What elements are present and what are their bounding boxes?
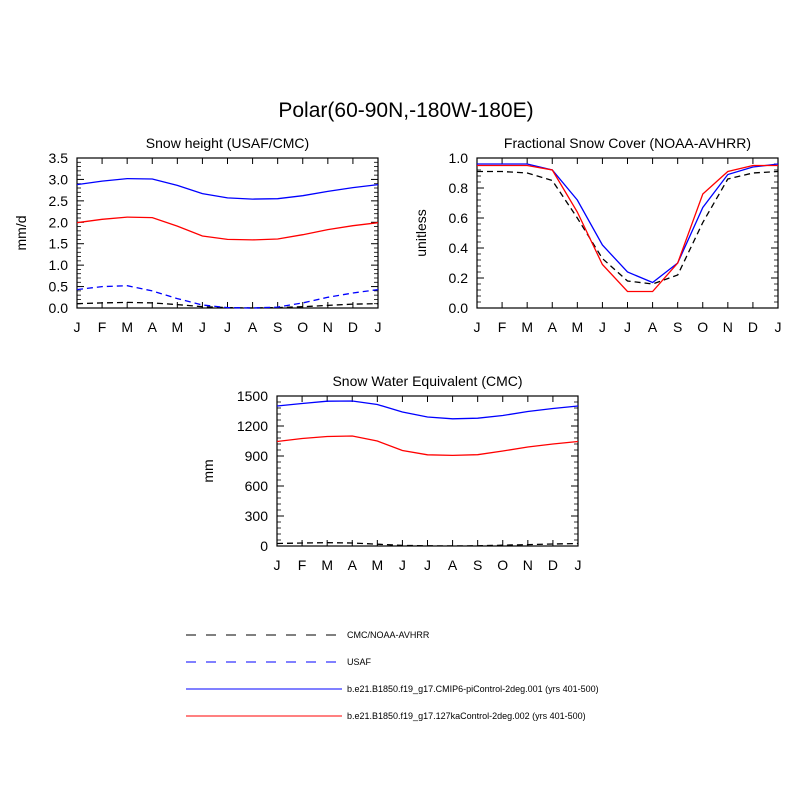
y-tick-label: 3.5 bbox=[49, 150, 69, 166]
y-tick-label: 0.0 bbox=[49, 300, 69, 316]
x-tick-label: S bbox=[473, 557, 482, 573]
y-tick-label: 0.8 bbox=[449, 180, 469, 196]
y-tick-label: 300 bbox=[245, 508, 269, 524]
x-tick-label: O bbox=[297, 319, 308, 335]
x-tick-label: J bbox=[575, 557, 582, 573]
snow-height-chart: Snow height (USAF/CMC)J F M A M J J A S O N D J0.00.… bbox=[13, 135, 382, 335]
y-tick-label: 1.0 bbox=[49, 257, 69, 273]
legend-item: USAF bbox=[186, 657, 372, 667]
y-axis-label: mm/d bbox=[13, 216, 29, 251]
legend-item: b.e21.B1850.f19_g17.CMIP6-piControl-2deg… bbox=[186, 684, 599, 694]
snow-water-equivalent-chart: Snow Water Equivalent (CMC)J F M A M J J A S O N D J… bbox=[200, 373, 582, 573]
y-tick-label: 1200 bbox=[237, 418, 268, 434]
legend-item: CMC/NOAA-AVHRR bbox=[186, 630, 430, 640]
x-tick-label: N bbox=[323, 319, 333, 335]
x-tick-label: J bbox=[74, 319, 81, 335]
series-line bbox=[76, 177, 379, 200]
x-tick-label: A bbox=[548, 319, 558, 335]
x-tick-label: D bbox=[748, 319, 758, 335]
y-tick-label: 1500 bbox=[237, 388, 268, 404]
legend-label: CMC/NOAA-AVHRR bbox=[347, 630, 430, 640]
fractional-snow-cover-chart: Fractional Snow Cover (NOAA-AVHRR)J F M A M J… bbox=[413, 135, 782, 335]
panel-title: Fractional Snow Cover (NOAA-AVHRR) bbox=[504, 135, 751, 151]
series-line bbox=[477, 164, 778, 293]
y-axis-label: mm bbox=[200, 459, 216, 482]
x-tick-label: J bbox=[224, 319, 231, 335]
y-tick-label: 2.5 bbox=[49, 193, 69, 209]
legend-item: b.e21.B1850.f19_g17.127kaControl-2deg.00… bbox=[186, 711, 586, 721]
legend-label: b.e21.B1850.f19_g17.127kaControl-2deg.00… bbox=[347, 711, 586, 721]
series-line bbox=[276, 400, 579, 420]
panel-title: Snow height (USAF/CMC) bbox=[146, 135, 309, 151]
y-tick-label: 600 bbox=[245, 478, 269, 494]
series-line bbox=[76, 285, 379, 309]
x-tick-label: M bbox=[371, 557, 383, 573]
x-tick-label: A bbox=[348, 557, 358, 573]
series-line bbox=[276, 435, 579, 457]
y-tick-label: 0.6 bbox=[449, 210, 469, 226]
series-line bbox=[276, 542, 579, 547]
y-tick-label: 0.0 bbox=[449, 300, 469, 316]
x-tick-label: J bbox=[474, 319, 481, 335]
legend-label: b.e21.B1850.f19_g17.CMIP6-piControl-2deg… bbox=[347, 684, 599, 694]
x-tick-label: A bbox=[648, 319, 658, 335]
x-tick-label: N bbox=[723, 319, 733, 335]
x-tick-label: S bbox=[673, 319, 682, 335]
y-tick-label: 3.0 bbox=[49, 171, 69, 187]
y-tick-label: 0.5 bbox=[49, 279, 69, 295]
x-tick-label: D bbox=[548, 557, 558, 573]
x-tick-label: F bbox=[498, 319, 507, 335]
x-tick-label: M bbox=[521, 319, 533, 335]
x-tick-label: O bbox=[697, 319, 708, 335]
x-tick-label: M bbox=[571, 319, 583, 335]
x-tick-label: F bbox=[98, 319, 107, 335]
x-tick-label: A bbox=[148, 319, 158, 335]
y-tick-label: 0.2 bbox=[449, 270, 469, 286]
y-tick-label: 1.0 bbox=[449, 150, 469, 166]
figure-title: Polar(60-90N,-180W-180E) bbox=[278, 99, 533, 122]
x-tick-label: S bbox=[273, 319, 282, 335]
x-tick-label: F bbox=[298, 557, 307, 573]
x-tick-label: D bbox=[348, 319, 358, 335]
plot-frame bbox=[476, 157, 779, 309]
series-line bbox=[76, 216, 379, 241]
x-tick-label: A bbox=[448, 557, 458, 573]
series-line bbox=[477, 170, 779, 285]
y-tick-label: 2.0 bbox=[49, 214, 69, 230]
x-tick-label: J bbox=[624, 319, 631, 335]
x-tick-label: J bbox=[199, 319, 206, 335]
x-tick-label: M bbox=[321, 557, 333, 573]
x-tick-label: A bbox=[248, 319, 258, 335]
series-line bbox=[477, 163, 779, 284]
x-tick-label: J bbox=[424, 557, 431, 573]
x-tick-label: M bbox=[171, 319, 183, 335]
legend: CMC/NOAA-AVHRR USAF b.e21.B1850.f19_g17.CM… bbox=[186, 630, 599, 721]
x-tick-label: M bbox=[121, 319, 133, 335]
panel-title: Snow Water Equivalent (CMC) bbox=[332, 373, 522, 389]
x-tick-label: J bbox=[599, 319, 606, 335]
x-tick-label: N bbox=[523, 557, 533, 573]
y-tick-label: 900 bbox=[245, 448, 269, 464]
x-tick-label: J bbox=[775, 319, 782, 335]
y-tick-label: 1.5 bbox=[49, 236, 69, 252]
chart-panels: Snow height (USAF/CMC)J F M A M J J A S O N D J0.00.… bbox=[13, 135, 782, 573]
x-tick-label: J bbox=[274, 557, 281, 573]
x-tick-label: O bbox=[497, 557, 508, 573]
y-axis-label: unitless bbox=[413, 209, 429, 256]
y-tick-label: 0.4 bbox=[449, 240, 469, 256]
x-tick-label: J bbox=[399, 557, 406, 573]
x-tick-label: J bbox=[375, 319, 382, 335]
legend-label: USAF bbox=[347, 657, 372, 667]
plot-frame bbox=[276, 395, 579, 547]
y-tick-label: 0 bbox=[260, 538, 268, 554]
